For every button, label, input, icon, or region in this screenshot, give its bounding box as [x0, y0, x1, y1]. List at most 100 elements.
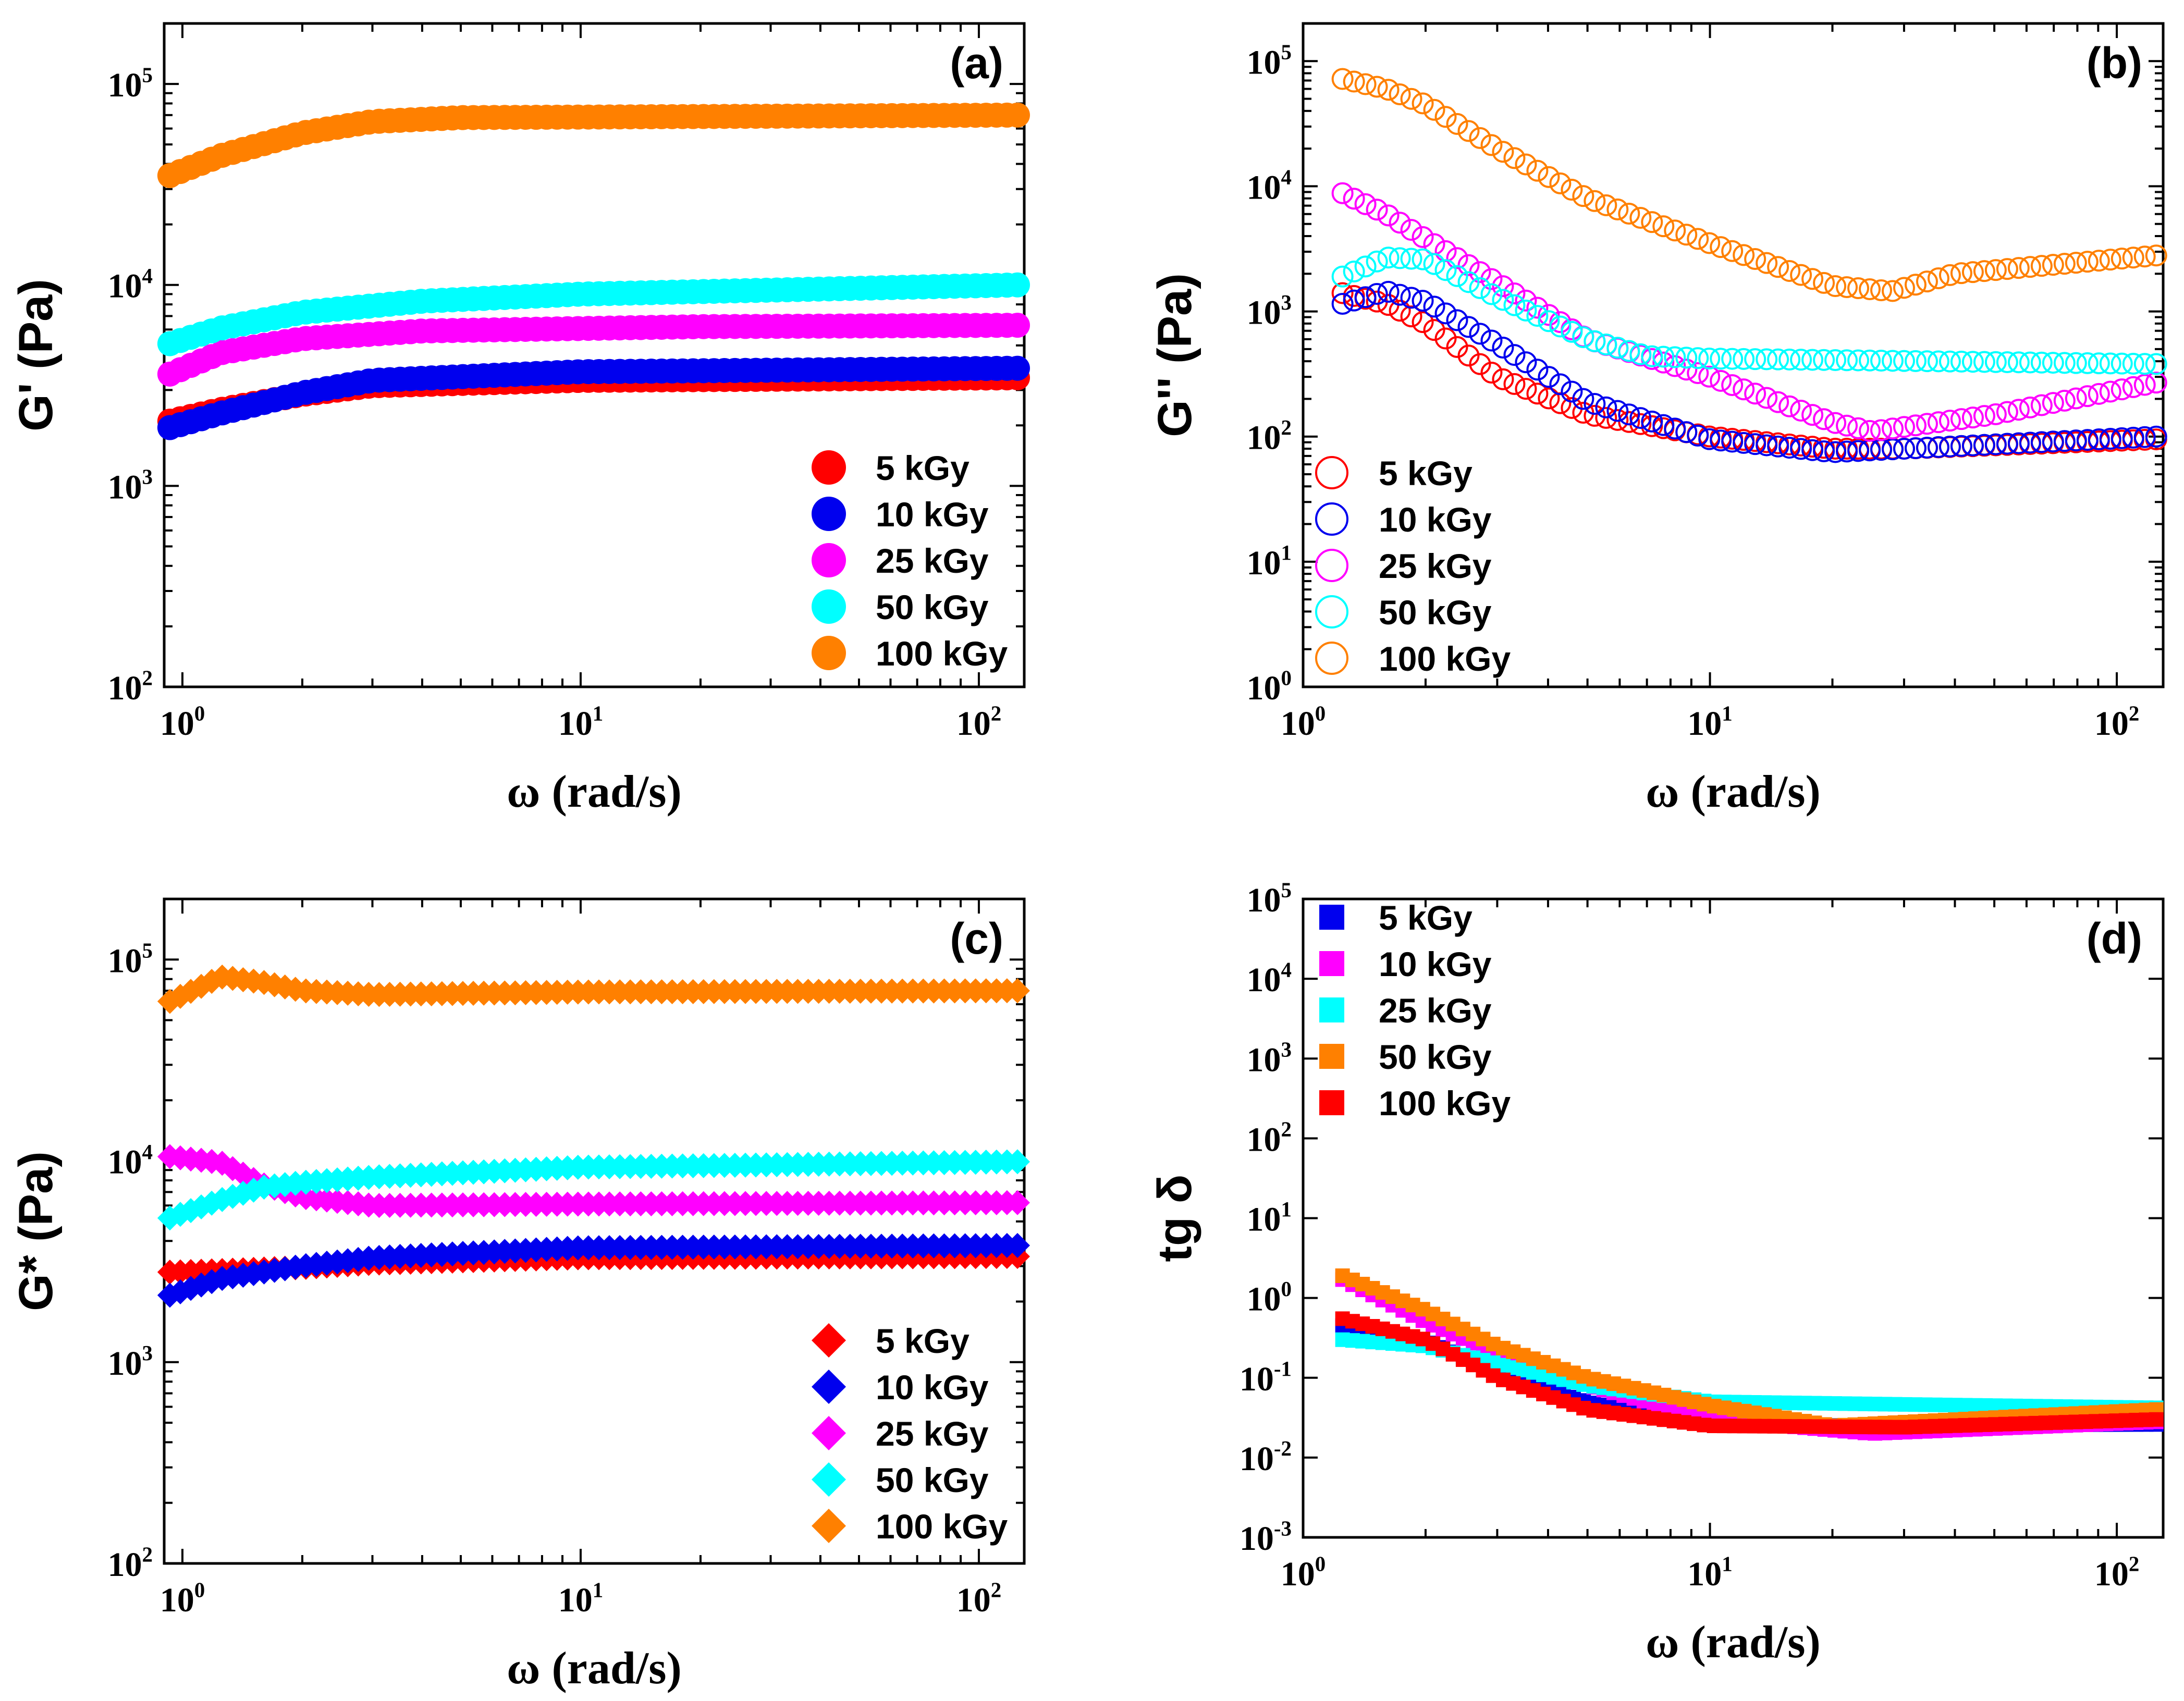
panel-a: 100 101 102 102 103 104 105 ω (rad/s) G' (Pa) (a)…	[9, 22, 1030, 817]
data-point	[1870, 419, 1893, 441]
data-point	[2076, 251, 2099, 273]
legend-entry-label: 100 kGy	[1379, 639, 1511, 678]
data-point	[1434, 106, 1457, 128]
data-point	[1538, 310, 1560, 332]
data-point	[1698, 232, 1721, 254]
plot-frame-a	[163, 22, 1026, 688]
data-point	[1652, 414, 1675, 436]
data-point	[1423, 319, 1445, 341]
data-point	[2133, 245, 2156, 268]
data-point	[1950, 408, 1972, 430]
data-point	[1584, 404, 1606, 427]
data-point	[2042, 430, 2064, 453]
legend-marker	[812, 1462, 846, 1497]
x-axis-title-b: ω (rad/s)	[1646, 767, 1821, 817]
data-point	[2007, 432, 2030, 454]
data-point	[1400, 248, 1422, 270]
data-point	[1664, 346, 1686, 368]
y-tick-label: 105	[1247, 41, 1292, 82]
data-point	[1767, 348, 1789, 371]
y-tick-label: 104	[108, 264, 153, 305]
y-axis-title-a: G' (Pa)	[9, 279, 63, 432]
data-point	[1446, 336, 1468, 358]
data-point	[1859, 349, 1881, 372]
plot-frame-c	[163, 897, 1026, 1565]
legend-marker	[812, 450, 846, 485]
data-point	[1641, 345, 1663, 367]
data-point	[1801, 404, 1824, 426]
data-point	[1469, 277, 1491, 299]
data-point	[1480, 134, 1503, 156]
data-point	[1004, 102, 1030, 128]
data-point	[2122, 352, 2144, 375]
data-point	[1652, 351, 1675, 374]
data-point	[2030, 351, 2053, 374]
data-point	[1343, 289, 1365, 312]
data-point	[2065, 429, 2087, 452]
data-point	[1343, 261, 1365, 283]
data-point	[2042, 392, 2064, 414]
data-point	[1950, 350, 1972, 373]
series-10-kgy	[1331, 280, 2167, 463]
data-point	[1389, 83, 1411, 105]
data-point	[1938, 435, 1961, 458]
y-tick-label: 104	[1247, 958, 1292, 999]
y-tick-label: 102	[108, 1543, 153, 1584]
data-point	[1984, 351, 2007, 373]
data-point	[1366, 282, 1388, 305]
data-point	[1618, 403, 1640, 426]
data-point	[2122, 376, 2144, 398]
x-tick-label: 100	[1281, 701, 1326, 743]
data-point	[1652, 215, 1675, 238]
data-point	[1675, 359, 1698, 381]
data-point	[1870, 439, 1893, 461]
data-point	[1572, 185, 1594, 207]
data-point	[1961, 261, 1984, 284]
data-point	[1882, 438, 1904, 461]
y-axis-title-c: G* (Pa)	[9, 1151, 63, 1311]
data-point	[1377, 246, 1400, 269]
data-point	[1549, 172, 1572, 194]
data-point	[1423, 253, 1445, 275]
data-point	[1004, 313, 1030, 338]
y-tick-label: 100	[1247, 1277, 1292, 1318]
data-point	[1377, 204, 1400, 227]
data-point	[1904, 350, 1927, 372]
legend-entry-label: 100 kGy	[1379, 1084, 1511, 1123]
data-point	[1698, 347, 1721, 369]
data-point	[1973, 351, 1995, 373]
data-point	[2088, 383, 2110, 405]
data-point	[1446, 113, 1468, 135]
data-point	[1813, 408, 1835, 430]
y-tick-label: 103	[108, 465, 153, 507]
data-point	[1710, 369, 1732, 392]
data-point	[1595, 406, 1617, 429]
data-point	[1004, 978, 1030, 1004]
data-point	[2133, 426, 2156, 448]
legend-entry-label: 50 kGy	[876, 1461, 989, 1499]
data-point	[1434, 259, 1457, 281]
legend-entry-label: 100 kGy	[876, 634, 1008, 673]
data-point	[1492, 336, 1514, 359]
data-point	[2065, 352, 2087, 374]
data-point	[2111, 378, 2133, 401]
legend-marker	[812, 1370, 846, 1404]
data-point	[2030, 431, 2053, 453]
data-point	[2076, 385, 2099, 408]
data-point	[1004, 272, 1030, 298]
data-point	[2111, 427, 2133, 449]
y-tick-label: 103	[108, 1341, 153, 1383]
data-point	[1492, 141, 1514, 163]
data-point	[1595, 396, 1617, 418]
data-point	[1836, 349, 1858, 372]
data-point	[1389, 284, 1411, 306]
data-point	[2076, 352, 2099, 374]
series-100-kgy	[1335, 1311, 2164, 1435]
data-point	[1721, 430, 1744, 453]
data-point	[1595, 333, 1617, 355]
data-point	[1618, 202, 1640, 225]
legend-marker	[812, 497, 846, 531]
data-point	[2019, 432, 2041, 454]
y-tick-label: 102	[1247, 416, 1292, 457]
data-point	[1572, 388, 1594, 410]
